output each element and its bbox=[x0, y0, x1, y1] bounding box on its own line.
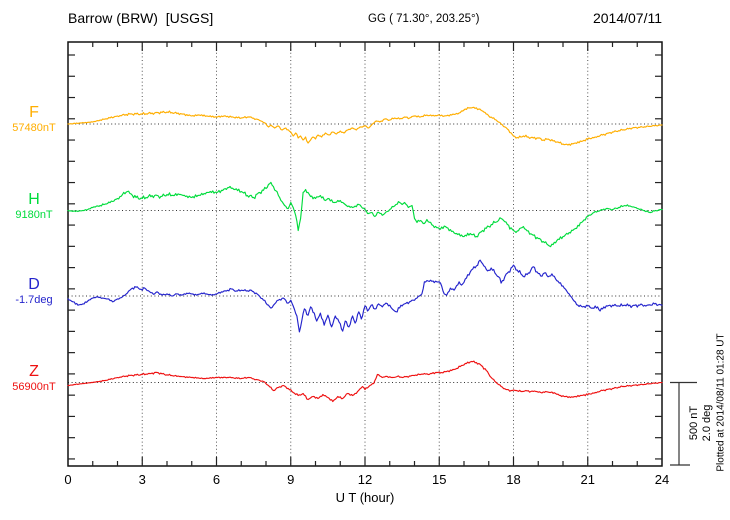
trace-baseline-value-f: 57480nT bbox=[12, 122, 56, 134]
trace-baseline-value-d: -1.7deg bbox=[15, 294, 53, 306]
trace-label-z: Z 56900nT bbox=[2, 362, 66, 394]
plotted-at-note: Plotted at 2014/08/11 01:28 UT bbox=[715, 333, 727, 472]
trace-h bbox=[67, 181, 663, 248]
scale-bar-deg-label: 2.0 deg bbox=[701, 404, 713, 442]
trace-baseline-value-h: 9180nT bbox=[15, 209, 53, 221]
trace-letter-h: H bbox=[28, 191, 40, 208]
trace-label-h: H 9180nT bbox=[2, 190, 66, 222]
x-tick-label-0: 0 bbox=[64, 472, 72, 487]
trace-letter-z: Z bbox=[29, 363, 39, 380]
trace-letter-d: D bbox=[28, 276, 40, 293]
trace-f bbox=[67, 106, 663, 146]
x-tick-label-15: 15 bbox=[432, 472, 447, 487]
trace-d bbox=[67, 259, 663, 333]
x-tick-label-9: 9 bbox=[287, 472, 295, 487]
station-title: Barrow (BRW) [USGS] bbox=[68, 10, 214, 26]
x-axis-title: U T (hour) bbox=[335, 490, 395, 505]
trace-letter-f: F bbox=[29, 104, 39, 121]
geographic-coordinates: GG ( 71.30°, 203.25°) bbox=[368, 13, 480, 25]
x-tick-label-24: 24 bbox=[654, 472, 670, 487]
x-tick-label-12: 12 bbox=[357, 472, 373, 487]
x-tick-label-21: 21 bbox=[580, 472, 595, 487]
trace-baseline-value-z: 56900nT bbox=[12, 381, 56, 393]
x-tick-label-6: 6 bbox=[212, 472, 221, 487]
plot-date: 2014/07/11 bbox=[592, 10, 662, 26]
trace-label-d: D -1.7deg bbox=[2, 275, 66, 307]
scale-bar-nt-label: 500 nT bbox=[688, 405, 700, 441]
x-tick-label-3: 3 bbox=[138, 472, 146, 487]
x-tick-label-18: 18 bbox=[506, 472, 521, 487]
trace-label-f: F 57480nT bbox=[2, 103, 66, 135]
trace-z bbox=[67, 360, 663, 403]
